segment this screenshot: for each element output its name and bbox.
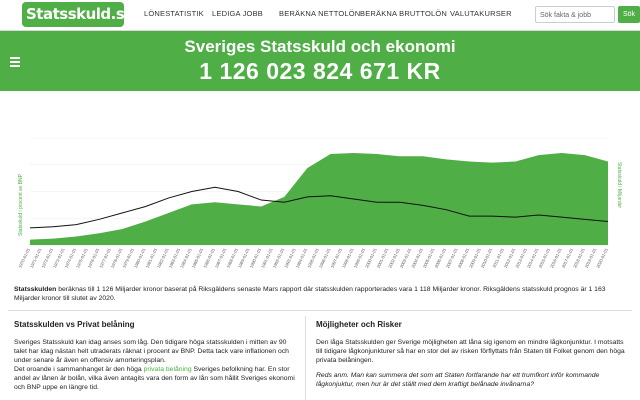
left-heading: Statsskulden vs Privat belåning <box>14 320 135 329</box>
debt-value: 1 126 023 824 671 KR <box>199 58 441 84</box>
chart-line-series <box>29 186 609 229</box>
hero-banner <box>0 31 640 91</box>
chart-x-tick-label: 2020-01-01 <box>595 247 609 269</box>
divider <box>8 310 632 311</box>
left-paragraph-2: Det oroande i sammanhanget är den höga p… <box>14 365 299 392</box>
site-logo[interactable]: Statsskuld.se <box>22 2 134 27</box>
page-title: Sveriges Statsskuld och ekonomi <box>184 37 456 56</box>
nav-link-lonestatistik[interactable]: LÖNESTATISTIK <box>144 9 204 18</box>
chart-area-series <box>30 152 608 245</box>
hamburger-menu-icon[interactable] <box>10 57 20 69</box>
top-nav: Statsskuld.se LÖNESTATISTIK LEDIGA JOBB … <box>0 0 640 31</box>
right-column: Möjligheter och Risker Den låga Statssku… <box>316 320 626 389</box>
left-column: Statsskulden vs Privat belåning Sveriges… <box>14 320 299 392</box>
chart-x-ticks: 1970-01-011971-01-011972-01-011973-01-01… <box>17 247 609 269</box>
search-input[interactable]: Sök fakta & jobb <box>535 6 615 23</box>
chart-ylabel-left: Statsskuld i procent av BNP <box>18 173 24 236</box>
intro-paragraph: Statsskulden beräknas till 1 126 Miljard… <box>14 285 630 303</box>
left-p2-start: Det oroande i sammanhanget är den höga <box>14 366 144 373</box>
left-p2-end: Sveriges befolkning har. En stor andel a… <box>14 366 295 391</box>
search-button[interactable]: Sök <box>618 6 640 23</box>
left-paragraph-1: Sveriges Statsskuld kan idag anses som l… <box>14 339 289 364</box>
chart-ylabel-right: Statsskuld i Miljarder <box>616 162 622 208</box>
debt-chart: 1970-01-011971-01-011972-01-011973-01-01… <box>17 137 622 269</box>
nav-link-lediga-jobb[interactable]: LEDIGA JOBB <box>212 9 263 18</box>
right-heading: Möjligheter och Risker <box>316 320 402 329</box>
intro-bold: Statsskulden <box>14 286 57 293</box>
right-paragraph-1: Den låga Statsskulden ger Sverige möjlig… <box>316 339 625 364</box>
nav-link-bruttolon[interactable]: BERÄKNA BRUTTOLÖN <box>360 9 448 18</box>
nav-link-nettolon[interactable]: BERÄKNA NETTOLÖN <box>279 9 361 18</box>
intro-text: beräknas till 1 126 Miljarder kronor bas… <box>14 286 606 302</box>
nav-link-valutakurser[interactable]: VALUTAKURSER <box>450 9 512 18</box>
right-paragraph-2: Reds anm. Man kan summera det som att St… <box>316 372 600 388</box>
column-separator <box>305 316 306 400</box>
privata-belaning-link[interactable]: privata belåning <box>143 366 192 373</box>
